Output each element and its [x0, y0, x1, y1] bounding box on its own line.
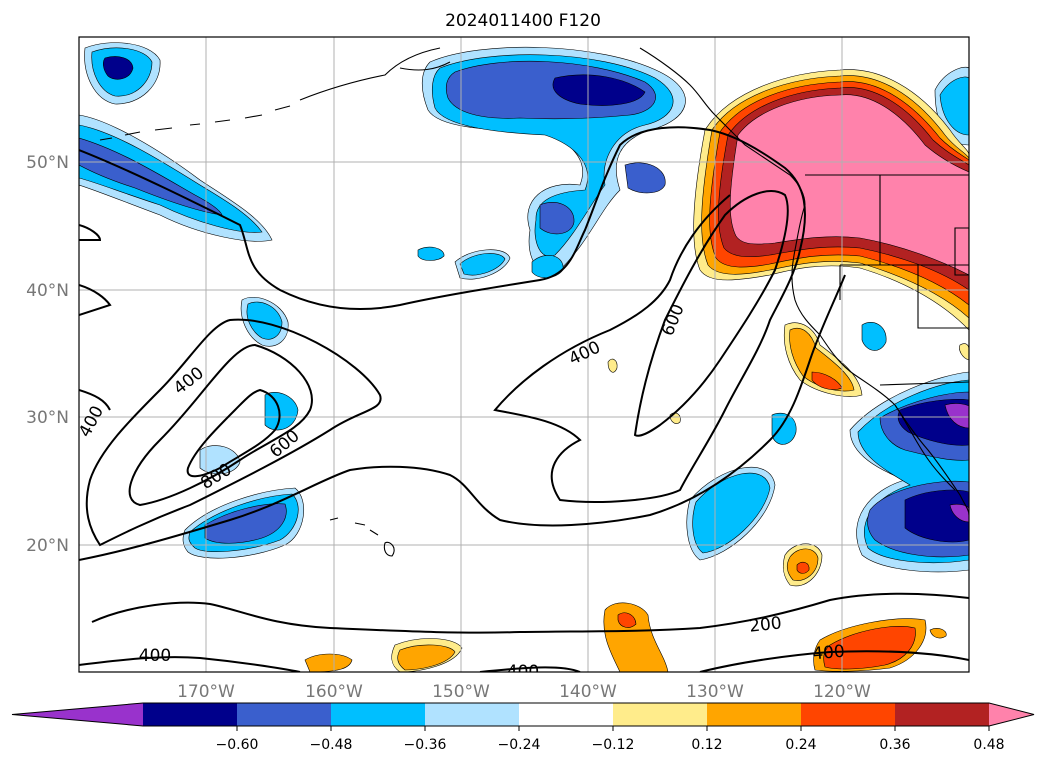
lon-label: 160°W [305, 682, 363, 702]
contour-200-south [79, 274, 846, 561]
colorbar-extend-high [989, 703, 1034, 726]
shading-patch-6 [607, 358, 618, 373]
shading-ne-cyan [939, 76, 969, 136]
longitude-labels: 170°W 160°W 150°W 140°W 130°W 120°W [177, 682, 871, 702]
shading-offshore-small [771, 412, 797, 445]
lon-label: 140°W [559, 682, 617, 702]
contour-label: 200 [748, 613, 782, 636]
shading-cw-cyan [246, 301, 283, 340]
state-borders [839, 175, 969, 329]
colorbar-tick-label: 0.48 [973, 737, 1004, 753]
mexico-border [879, 381, 969, 386]
lat-label: 50°N [26, 153, 69, 173]
contour-800-inner [186, 388, 281, 478]
us-west-coast [791, 204, 969, 516]
colorbar-tick-label: −0.36 [404, 737, 447, 753]
baja-peninsula [894, 404, 956, 491]
contour-600-inner [128, 343, 313, 507]
latitude-labels: 50°N 40°N 30°N 20°N [26, 153, 69, 556]
colorbar-bin [425, 703, 520, 726]
contour-400-closed [85, 318, 382, 547]
shading-west-cyan [79, 124, 263, 233]
colorbar-bin [143, 703, 238, 726]
colorbar: −0.60 −0.48 −0.36 −0.24 −0.12 0.12 0.24 0.36 0.4… [11, 702, 1035, 753]
colorbar-tick-label: −0.48 [310, 737, 353, 753]
colorbar-tick-label: −0.12 [592, 737, 635, 753]
lat-label: 20°N [26, 536, 69, 556]
shading-sw-blue [204, 503, 287, 544]
map-panel: 400 400 800 600 400 600 200 400 400 400 [78, 36, 970, 682]
shading-patch-2b [617, 612, 637, 628]
contour-label: 400 [812, 642, 846, 665]
lat-label: 30°N [26, 408, 69, 428]
colorbar-tick-label: −0.24 [498, 737, 541, 753]
colorbar-bin [237, 703, 332, 726]
lon-label: 120°W [813, 682, 871, 702]
shading-small-1 [417, 246, 445, 261]
shading-patch-5b [823, 626, 916, 670]
contour-400-south [91, 592, 969, 634]
colorbar-bin [707, 703, 802, 726]
shaded-fields [79, 42, 969, 672]
map-frame [78, 36, 970, 673]
colorbar-tick-label: 0.36 [879, 737, 910, 753]
contour-label: 400 [507, 662, 539, 682]
shading-small-3 [531, 255, 564, 279]
colorbar-bin [519, 703, 614, 726]
shading-offshore-cyan [692, 472, 771, 554]
colorbar-tick-label: −0.60 [216, 737, 259, 753]
shading-small-2b [459, 253, 506, 276]
shading-cw-small [264, 391, 299, 431]
shading-patch-1c [796, 561, 810, 574]
contour-600-east [633, 190, 789, 437]
contour-400-west [79, 126, 806, 503]
contour-400-bottom [79, 650, 969, 672]
shading-offshore-small2 [861, 322, 887, 351]
graticule [79, 37, 969, 672]
lon-label: 170°W [177, 682, 235, 702]
shading-pnw-pink [729, 94, 969, 276]
shading-north-small-blue2 [624, 162, 666, 194]
colorbar-extend-low [12, 703, 143, 726]
map-title: 2024011400 F120 [445, 11, 601, 31]
shading-patch-8 [959, 343, 969, 361]
colorbar-outline [11, 702, 1035, 727]
hawaii-islands [329, 517, 395, 557]
shading-patch-9 [929, 628, 947, 639]
coastlines [99, 47, 969, 557]
colorbar-tick-label: 0.12 [691, 737, 722, 753]
alaska-coast [299, 47, 806, 206]
contours [79, 126, 969, 672]
lon-label: 150°W [432, 682, 490, 702]
shading-north-small-blue [539, 202, 575, 235]
shading-nw-navy [103, 56, 134, 80]
lon-label: 130°W [686, 682, 744, 702]
shading-patch-3b [397, 644, 456, 671]
aleutian-islands [99, 105, 291, 141]
colorbar-tick-label: 0.24 [785, 737, 816, 753]
colorbar-bin [613, 703, 708, 726]
contour-label: 400 [139, 646, 171, 666]
contour-left-edge [79, 224, 112, 411]
colorbar-bin [331, 703, 426, 726]
lat-label: 40°N [26, 281, 69, 301]
colorbar-bin [801, 703, 896, 726]
colorbar-bin [895, 703, 990, 726]
shading-north-central-navy [552, 74, 646, 106]
